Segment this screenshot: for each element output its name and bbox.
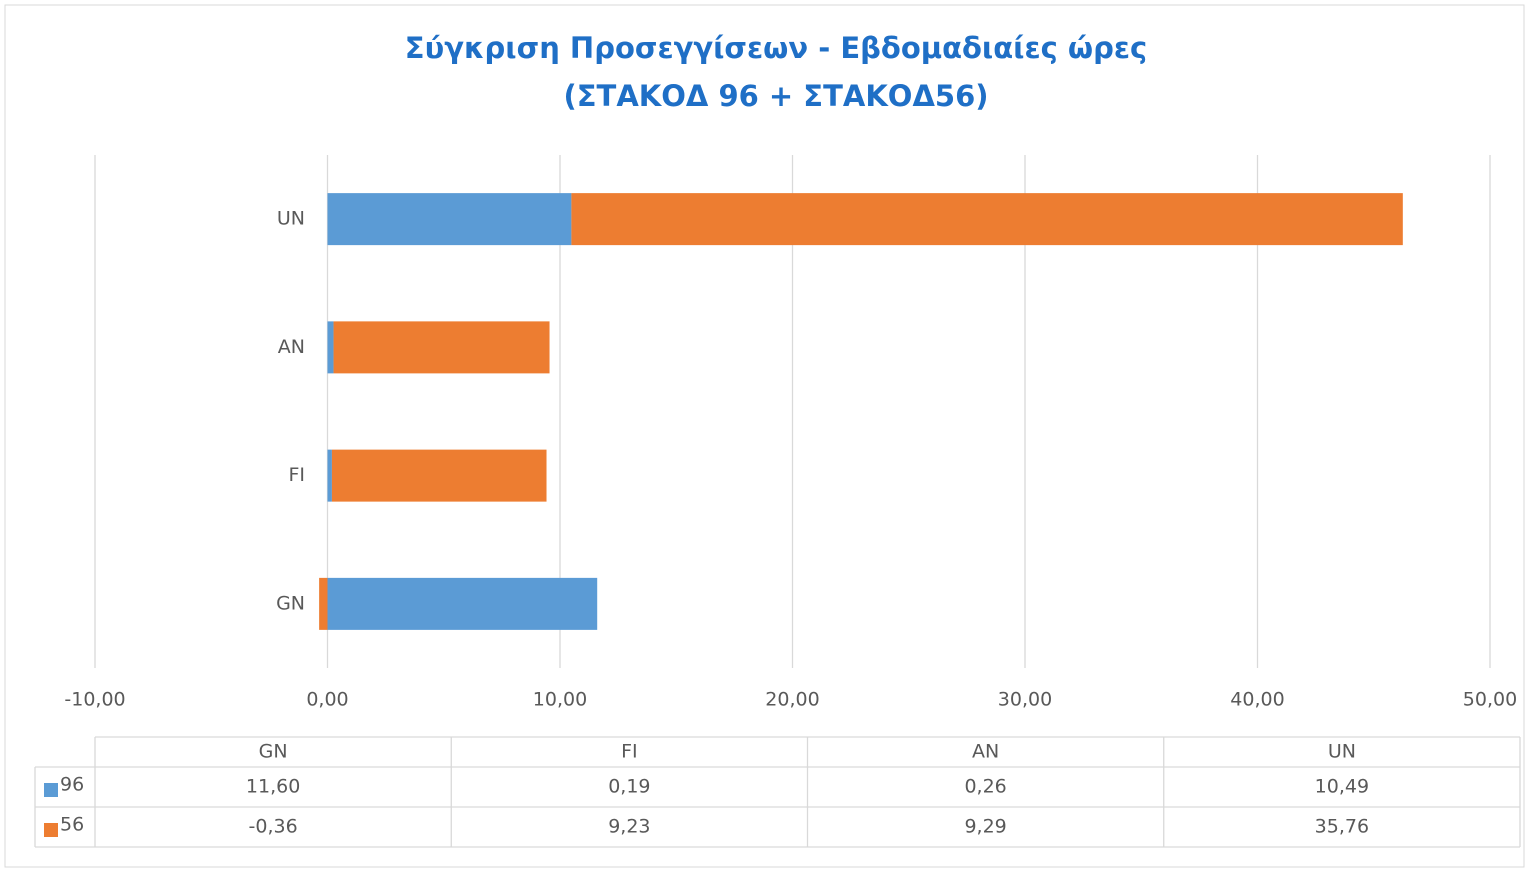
x-tick-label: 50,00 (1463, 689, 1517, 711)
bar (571, 193, 1403, 246)
bar (327, 321, 334, 374)
table-header: AN (972, 741, 999, 763)
bar (327, 449, 332, 502)
legend-label: 96 (60, 774, 84, 796)
x-tick-label: -10,00 (64, 689, 125, 711)
y-tick-label: AN (278, 336, 305, 358)
table-cell: 11,60 (246, 776, 300, 798)
bar (327, 577, 598, 630)
table-cell: 0,26 (964, 776, 1006, 798)
bar (331, 449, 547, 502)
x-tick-label: 0,00 (306, 689, 348, 711)
y-tick-label: FI (288, 464, 305, 486)
x-tick-label: 40,00 (1230, 689, 1284, 711)
bar (319, 577, 328, 630)
table-cell: 10,49 (1315, 776, 1369, 798)
chart-title: (ΣΤΑΚΟΔ 96 + ΣΤΑΚΟΔ56) (563, 79, 988, 113)
y-tick-label: GN (276, 592, 305, 614)
legend-label: 56 (60, 814, 84, 836)
table-cell: 0,19 (608, 776, 650, 798)
x-tick-label: 20,00 (765, 689, 819, 711)
chart-border (4, 4, 1525, 868)
table-cell: -0,36 (249, 816, 298, 838)
bar (333, 321, 550, 374)
legend-swatch (44, 823, 58, 837)
x-tick-label: 10,00 (533, 689, 587, 711)
table-cell: 9,23 (608, 816, 650, 838)
bar (327, 193, 572, 246)
y-tick-label: UN (277, 208, 305, 230)
legend-swatch (44, 783, 58, 797)
table-cell: 9,29 (964, 816, 1006, 838)
table-cell: 35,76 (1315, 816, 1369, 838)
table-header: GN (259, 741, 288, 763)
x-tick-label: 30,00 (998, 689, 1052, 711)
table-header: FI (621, 741, 638, 763)
chart-title: Σύγκριση Προσεγγίσεων - Εβδομαδιαίες ώρε… (405, 31, 1147, 65)
table-header: UN (1328, 741, 1356, 763)
